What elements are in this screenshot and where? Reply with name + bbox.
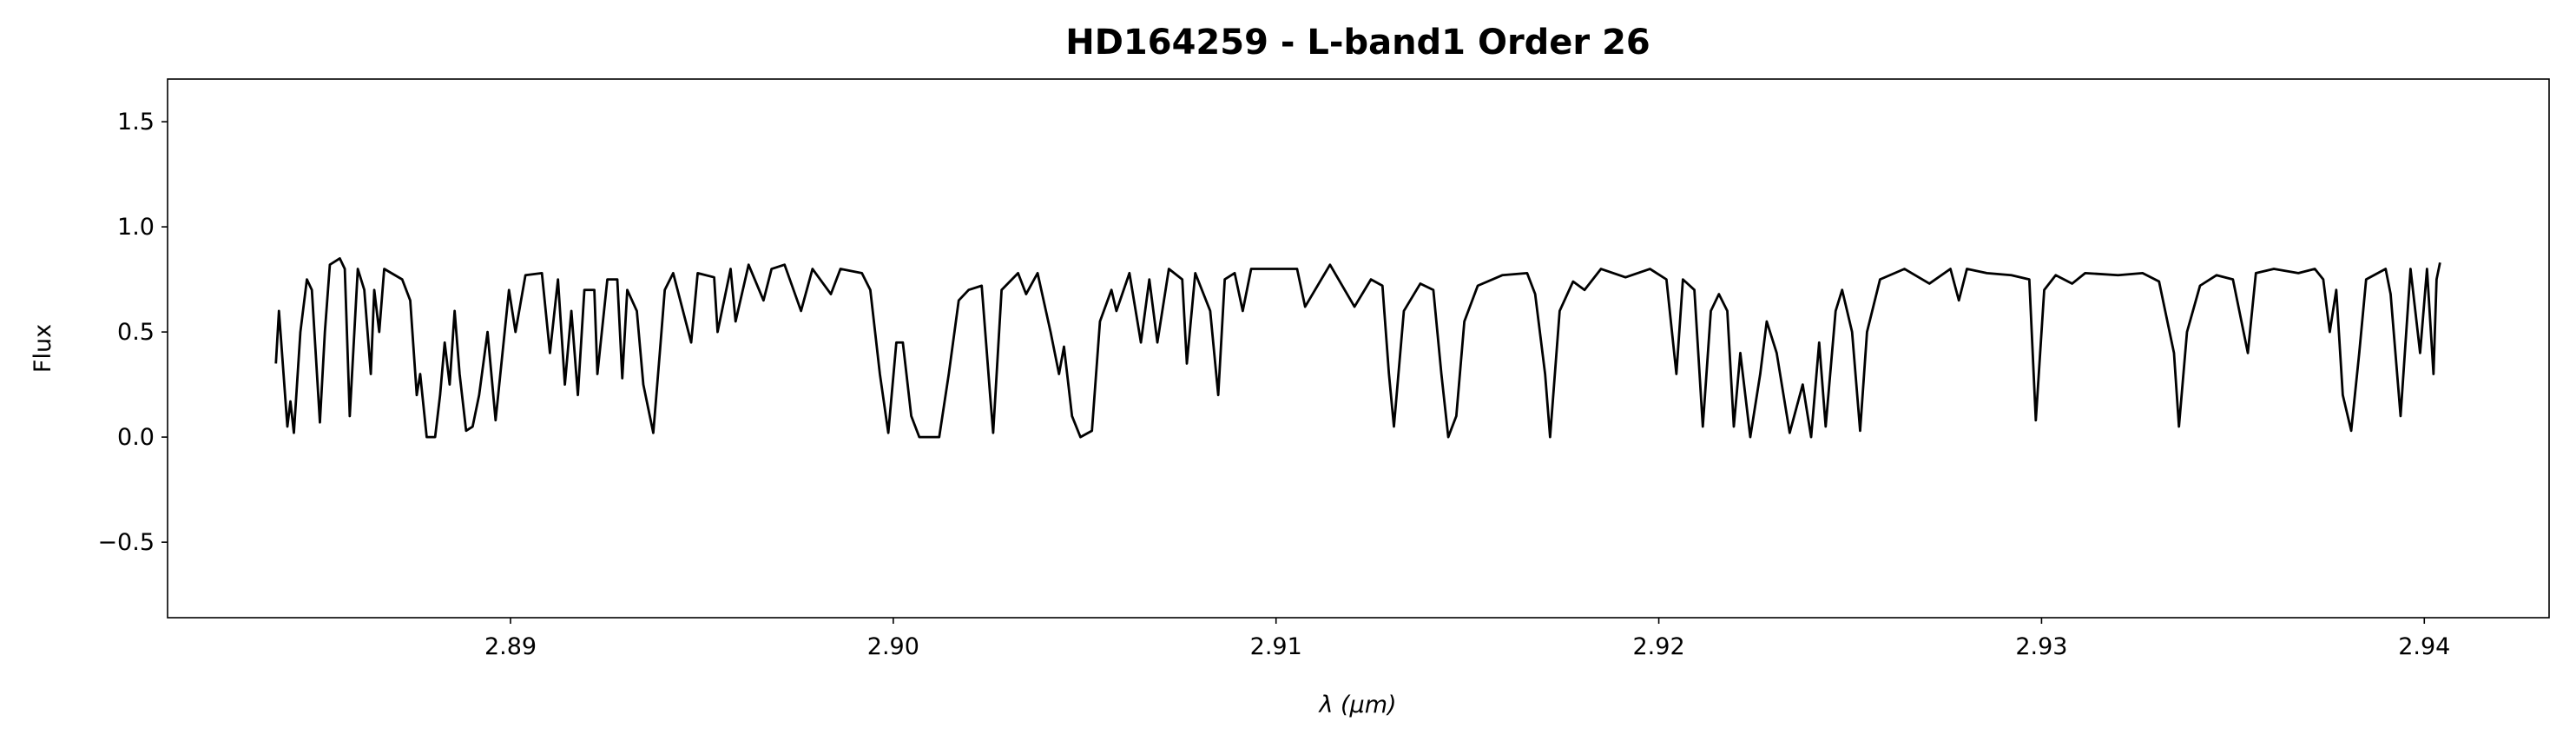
y-tick-label: 1.5	[117, 109, 155, 136]
x-tick-label: 2.92	[1633, 633, 1685, 660]
spectrum-line	[274, 257, 2441, 439]
chart-title: HD164259 - L-band1 Order 26	[1065, 23, 1650, 63]
y-tick-label: −0.5	[97, 529, 155, 556]
x-tick-label: 2.93	[2015, 633, 2067, 660]
y-tick-label: 0.0	[117, 424, 155, 451]
x-tick-label: 2.90	[867, 633, 919, 660]
y-tick-label: 0.5	[117, 319, 155, 346]
y-axis-label: Flux	[30, 324, 56, 373]
x-tick-label: 2.91	[1250, 633, 1302, 660]
x-tick-label: 2.89	[484, 633, 537, 660]
x-axis-label: λ (μm)	[1317, 692, 1396, 718]
x-tick-label: 2.94	[2398, 633, 2450, 660]
plot-frame	[167, 78, 2550, 619]
y-tick-label: 1.0	[117, 214, 155, 241]
